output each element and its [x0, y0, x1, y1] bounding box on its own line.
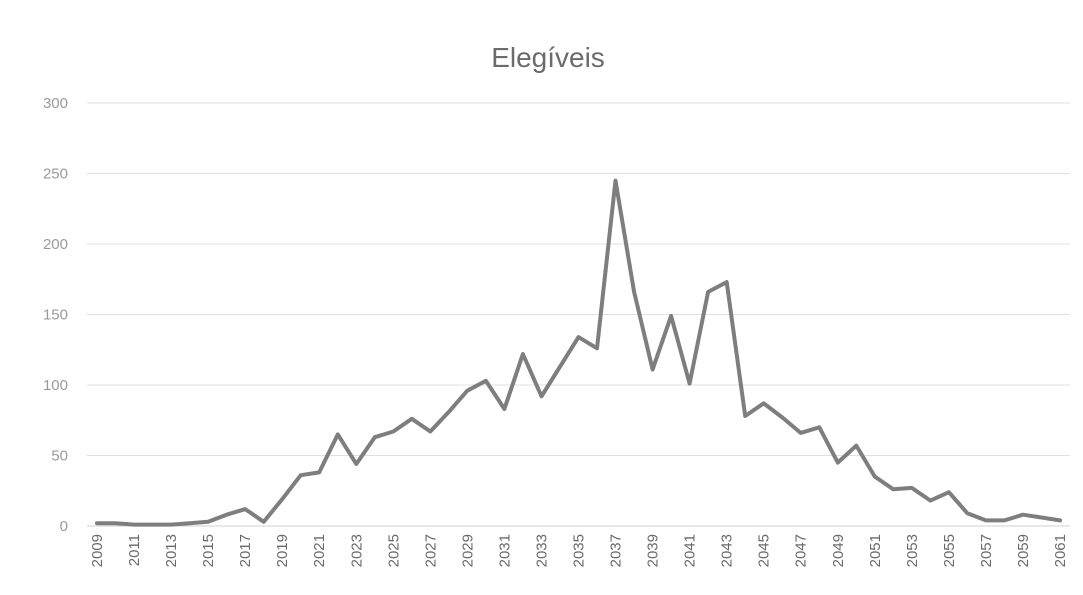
x-tick-label: 2029: [459, 534, 476, 567]
data-point: [132, 523, 136, 527]
data-point: [225, 513, 229, 517]
x-tick-label: 2037: [608, 534, 625, 567]
x-tick-label: 2045: [756, 534, 773, 567]
data-point: [854, 444, 858, 448]
data-point: [447, 410, 451, 414]
x-tick-label: 2051: [867, 534, 884, 567]
data-point: [502, 407, 506, 411]
data-point: [836, 461, 840, 465]
y-tick-label: 50: [51, 448, 68, 465]
gridlines: [87, 102, 1070, 527]
data-point: [1058, 518, 1062, 522]
data-point: [354, 462, 358, 466]
y-tick-label: 0: [60, 518, 68, 535]
y-tick-label: 100: [43, 377, 68, 394]
x-tick-label: 2047: [793, 534, 810, 567]
data-point: [262, 520, 266, 524]
x-axis-ticks: 2009 2011 2013 2015 2017 2019 2021 2023 2025 2027…: [89, 534, 1069, 567]
data-point: [688, 382, 692, 386]
data-point: [817, 425, 821, 429]
data-point: [95, 521, 99, 525]
y-axis-ticks: 0 50 100 150 200 250 300: [43, 95, 68, 535]
data-point: [391, 430, 395, 434]
data-point: [965, 511, 969, 515]
x-tick-label: 2031: [496, 534, 513, 567]
data-point: [280, 497, 284, 501]
data-point: [910, 486, 914, 490]
chart-title: Elegíveis: [491, 42, 605, 73]
x-tick-label: 2013: [163, 534, 180, 567]
x-tick-label: 2033: [533, 534, 550, 567]
x-tick-label: 2061: [1052, 534, 1069, 567]
data-point: [336, 432, 340, 436]
series-line: [95, 178, 1062, 527]
data-point: [1002, 518, 1006, 522]
x-tick-label: 2035: [571, 534, 588, 567]
data-point: [669, 314, 673, 318]
data-point: [873, 475, 877, 479]
data-point: [410, 417, 414, 421]
y-tick-label: 200: [43, 236, 68, 253]
data-point: [743, 414, 747, 418]
data-point: [521, 352, 525, 356]
data-point: [947, 490, 951, 494]
y-tick-label: 250: [43, 166, 68, 183]
x-tick-label: 2009: [89, 534, 106, 567]
data-point: [928, 499, 932, 503]
data-point: [891, 487, 895, 491]
x-tick-label: 2015: [200, 534, 217, 567]
data-point: [706, 290, 710, 294]
x-tick-label: 2019: [274, 534, 291, 567]
x-tick-label: 2025: [385, 534, 402, 567]
data-point: [651, 367, 655, 371]
data-point: [780, 415, 784, 419]
data-point: [206, 520, 210, 524]
data-point: [484, 379, 488, 383]
data-point: [151, 523, 155, 527]
data-points: [95, 179, 1062, 527]
data-point: [465, 389, 469, 393]
x-tick-label: 2059: [1015, 534, 1032, 567]
data-point: [577, 335, 581, 339]
y-tick-label: 150: [43, 307, 68, 324]
x-tick-label: 2041: [682, 534, 699, 567]
data-point: [188, 521, 192, 525]
data-point: [558, 365, 562, 369]
data-point: [614, 179, 618, 183]
x-tick-label: 2043: [719, 534, 736, 567]
data-point: [1021, 513, 1025, 517]
data-point: [632, 290, 636, 294]
data-point: [595, 346, 599, 350]
data-point: [1039, 516, 1043, 520]
x-tick-label: 2049: [830, 534, 847, 567]
data-point: [317, 470, 321, 474]
data-point: [762, 401, 766, 405]
data-point: [169, 523, 173, 527]
data-point: [114, 521, 118, 525]
x-tick-label: 2039: [645, 534, 662, 567]
data-point: [299, 473, 303, 477]
x-tick-label: 2011: [126, 534, 143, 566]
data-point: [243, 507, 247, 511]
x-tick-label: 2055: [941, 534, 958, 567]
x-tick-label: 2053: [904, 534, 921, 567]
data-point: [984, 518, 988, 522]
data-point: [428, 430, 432, 434]
data-point: [373, 435, 377, 439]
y-tick-label: 300: [43, 95, 68, 112]
x-tick-label: 2023: [348, 534, 365, 567]
data-point: [725, 280, 729, 284]
x-tick-label: 2017: [237, 534, 254, 567]
data-point: [799, 431, 803, 435]
x-tick-label: 2021: [311, 534, 328, 567]
data-point: [539, 394, 543, 398]
x-tick-label: 2057: [978, 534, 995, 567]
x-tick-label: 2027: [422, 534, 439, 567]
